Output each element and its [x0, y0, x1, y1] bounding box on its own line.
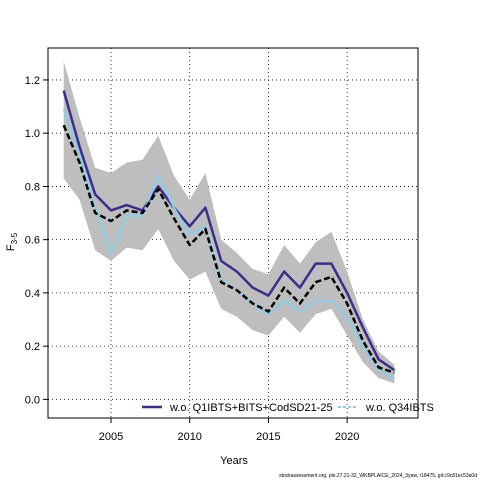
y-tick-label: 1.0 [25, 128, 40, 140]
y-axis: 0.0 0.2 0.4 0.6 0.8 1.0 1.2 [25, 75, 48, 406]
x-tick-label: 2020 [335, 431, 359, 443]
y-tick-label: 1.2 [25, 75, 40, 87]
series-line-1 [62, 124, 395, 374]
y-tick-label: 0.4 [25, 288, 40, 300]
x-tick-label: 2010 [177, 431, 201, 443]
x-tick-label: 2015 [256, 431, 280, 443]
confidence-band [63, 61, 395, 384]
series-lines [62, 90, 396, 379]
confidence-band-area [63, 61, 395, 384]
x-axis-title: Years [220, 455, 248, 467]
legend-label-series-3: w.o. Q34IBTS [365, 402, 434, 414]
footnote: stockassessment.org, ple.27.21-32_WKBPLA… [279, 473, 477, 479]
y-axis-title: F3-5 [5, 232, 19, 251]
legend: w.o. Q1IBTS+BITS+CodSD21-25 w.o. Q34IBTS [142, 402, 434, 414]
y-axis-title-main: F [5, 244, 17, 251]
y-tick-label: 0.6 [25, 235, 40, 247]
y-axis-title-sub: 3-5 [10, 232, 19, 244]
x-tick-label: 2005 [99, 431, 123, 443]
x-axis: 2005 2010 2015 2020 [99, 418, 359, 443]
legend-label-series-2: w.o. Q1IBTS+BITS+CodSD21-25 [169, 402, 333, 414]
y-tick-label: 0.0 [25, 394, 40, 406]
y-tick-label: 0.2 [25, 341, 40, 353]
plot-frame [47, 47, 419, 419]
series-line-2 [62, 90, 396, 372]
y-tick-label: 0.8 [25, 181, 40, 193]
